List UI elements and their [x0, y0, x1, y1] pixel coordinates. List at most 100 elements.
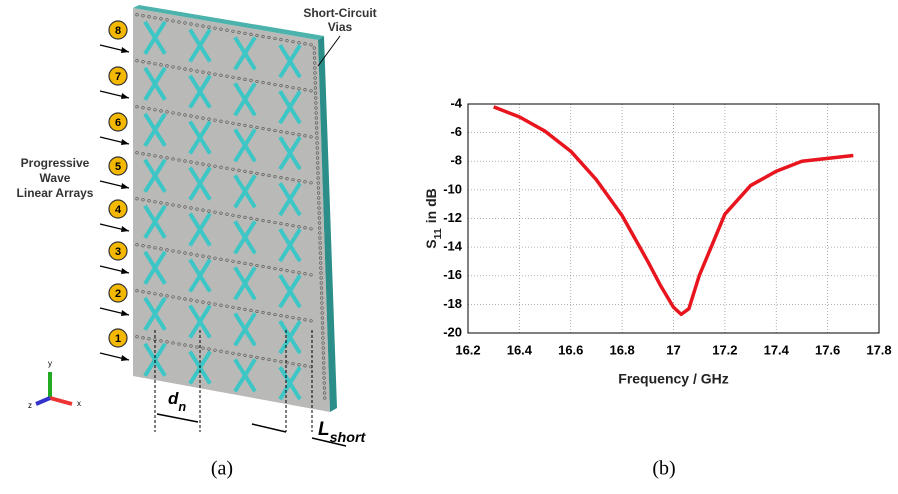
via [237, 122, 241, 126]
via [153, 62, 157, 66]
y-tick-label: -6 [450, 124, 462, 139]
via [195, 345, 199, 349]
via [314, 121, 319, 125]
via [297, 363, 301, 367]
via [219, 257, 223, 261]
via [183, 297, 187, 301]
via [207, 117, 211, 121]
antenna-element [188, 120, 212, 155]
antenna-element [143, 66, 167, 101]
antenna-element [188, 258, 212, 293]
via [321, 326, 325, 330]
array-label: Linear Arrays [17, 186, 94, 200]
via [279, 314, 283, 318]
port-number: 6 [115, 117, 121, 129]
via [261, 310, 265, 315]
via [201, 70, 205, 74]
via [317, 206, 321, 210]
antenna-element [233, 174, 257, 209]
via [291, 40, 295, 44]
via [316, 191, 321, 195]
via [255, 171, 259, 176]
via [225, 74, 229, 78]
antenna-element [233, 36, 257, 71]
y-tick-label: -10 [443, 181, 462, 196]
via [285, 39, 289, 43]
via [303, 134, 307, 138]
via [177, 112, 181, 116]
axis-letter: z [28, 401, 32, 410]
port-badge [108, 241, 128, 261]
y-axis-title: S11 in dB [423, 188, 444, 248]
via [183, 205, 187, 209]
via [317, 211, 321, 215]
antenna-element [143, 204, 167, 239]
port-number: 8 [115, 25, 121, 37]
via [189, 206, 193, 210]
via [153, 246, 157, 250]
via [285, 131, 289, 135]
antenna-panel [133, 8, 330, 412]
via [153, 200, 157, 204]
via [141, 14, 145, 18]
via [207, 347, 211, 351]
via [231, 259, 235, 263]
via [291, 316, 295, 320]
via [318, 226, 322, 230]
antenna-element [278, 366, 302, 401]
via [153, 292, 157, 296]
via [303, 42, 307, 46]
via [141, 290, 145, 294]
via [225, 212, 229, 216]
via [165, 202, 169, 206]
via [147, 15, 151, 19]
via [201, 24, 205, 28]
via [320, 301, 324, 305]
via [249, 262, 253, 267]
via [285, 315, 289, 319]
via [316, 186, 321, 190]
via [267, 35, 271, 40]
y-title-subscript: 11 [432, 228, 444, 239]
via [322, 366, 326, 370]
x-tick-label: 17.4 [764, 342, 790, 357]
via [319, 291, 324, 295]
antenna-element [278, 320, 302, 355]
via [279, 37, 283, 42]
via [309, 227, 313, 231]
via [213, 72, 217, 76]
dimension-arrow [251, 423, 287, 433]
via [249, 216, 253, 221]
via [316, 166, 320, 170]
arrow-head [121, 183, 129, 189]
via [219, 303, 223, 307]
via [219, 165, 223, 169]
via [177, 296, 181, 300]
via [201, 300, 205, 304]
via [213, 210, 217, 214]
dn-symbol: d [168, 389, 179, 408]
via [297, 225, 301, 229]
port-badge [108, 156, 128, 176]
via [207, 301, 211, 305]
x-tick-label: 16.8 [609, 342, 634, 357]
via [165, 110, 169, 114]
antenna-element [188, 212, 212, 247]
via [159, 63, 163, 67]
y-tick-label: -8 [450, 153, 462, 168]
via [255, 263, 259, 268]
via [267, 81, 271, 86]
via [243, 169, 247, 173]
via [303, 226, 307, 230]
via [312, 46, 316, 50]
via [243, 261, 247, 265]
via [147, 107, 151, 111]
via [312, 56, 317, 60]
array-label: Progressive [21, 156, 90, 170]
via [213, 302, 217, 306]
via [319, 286, 324, 290]
via [141, 198, 145, 202]
via [314, 106, 318, 110]
x-tick-label: 17.2 [712, 342, 737, 357]
antenna-element [233, 128, 257, 163]
